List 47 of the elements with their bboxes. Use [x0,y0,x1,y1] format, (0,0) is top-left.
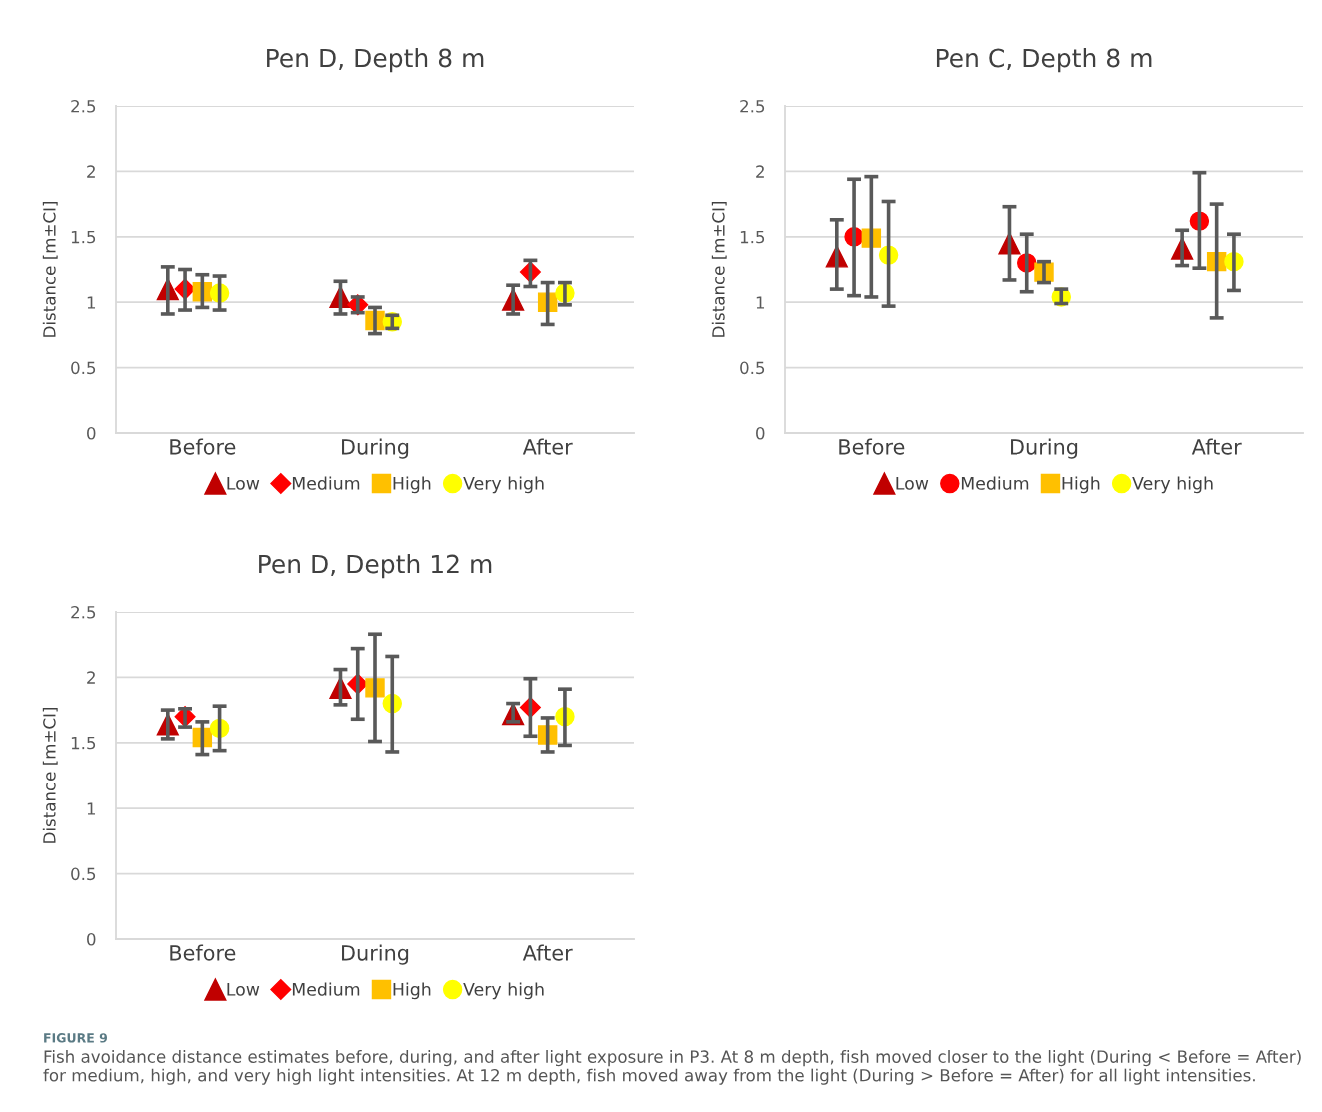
y-tick-label: 0 [87,426,96,440]
y-axis-title: Distance [m±CI] [42,201,58,337]
y-tick-label: 2 [87,165,95,178]
y-tick-label: 1.5 [740,230,765,244]
y-tick-label: 2 [87,671,95,684]
legend-label: Low [896,476,929,490]
y-tick-label: 1.5 [71,736,96,750]
legend-label: High [393,982,431,1000]
legend-label: High [393,476,431,494]
legend-label: Medium [292,982,360,996]
chart-title: Pen D, Depth 8 m [267,48,484,73]
chart-title: Pen C, Depth 8 m [936,48,1152,73]
x-tick-label: After [522,438,573,455]
y-tick-label: 0.5 [71,361,96,375]
x-tick-label: During [1011,438,1078,459]
legend-label: High [1062,476,1100,494]
legend-label: Medium [961,476,1029,490]
y-tick-label: 0 [87,932,96,946]
x-tick-label: During [342,438,409,459]
y-tick-label: 2 [756,165,764,178]
legend-label: Medium [292,476,360,490]
legend-label: Very high [463,476,544,494]
x-tick-label: Before [170,438,236,455]
y-tick-label: 1 [87,296,96,309]
x-tick-label: During [342,944,409,965]
y-axis-title: Distance [m±CI] [42,707,58,843]
text: Fish avoidance distance estimates before, during, and after light exposure in P3. At 8 m depth, fish moved closer to the light (During < Before = After) for medium, high, and very high light intensities. At 12 m depth, fish moved away from the light (During > Before = After) for all light intensities. [43,1050,1301,1085]
caption: FIGURE 9 [44,1033,108,1043]
y-tick-label: 2.5 [71,99,96,113]
y-tick-label: 0 [756,426,765,440]
y-tick-label: 1.5 [71,230,96,244]
y-tick-label: 0.5 [740,361,765,375]
y-tick-label: 1 [756,296,765,309]
y-tick-label: 0.5 [71,867,96,881]
y-tick-label: 2.5 [740,99,765,113]
x-tick-label: After [1191,438,1242,455]
x-tick-label: Before [839,438,905,455]
y-tick-label: 1 [87,802,96,815]
chart-title: Pen D, Depth 12 m [259,554,492,579]
y-tick-label: 2.5 [71,605,96,619]
legend-label: Very high [463,982,544,1000]
x-tick-label: After [522,944,573,961]
x-tick-label: Before [170,944,236,961]
legend-label: Low [227,476,260,490]
legend-label: Low [227,982,260,996]
y-axis-title: Distance [m±CI] [711,201,727,337]
legend-label: Very high [1132,476,1213,494]
